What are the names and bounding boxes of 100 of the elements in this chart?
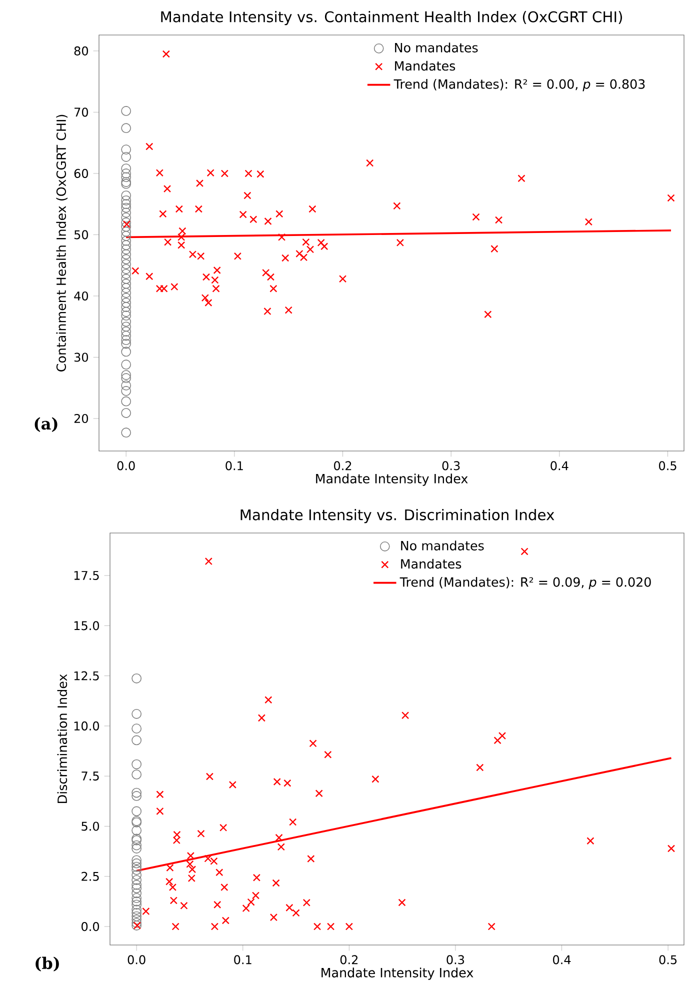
point <box>121 316 132 327</box>
point <box>121 226 132 237</box>
y-tick-label: 20 <box>74 414 88 424</box>
point <box>121 278 132 289</box>
y-tick-label: 70 <box>74 108 88 117</box>
y-tick-label: 50 <box>74 230 88 240</box>
point <box>121 322 132 332</box>
y-tick-label: 0.0 <box>82 922 100 932</box>
point <box>121 249 132 260</box>
point <box>121 164 132 174</box>
y-tick-label: 2.5 <box>82 872 99 881</box>
point <box>121 195 132 206</box>
x-tick-label: 0.5 <box>659 955 677 964</box>
point <box>121 236 132 246</box>
point <box>121 302 132 312</box>
point <box>121 254 132 264</box>
point <box>121 259 132 270</box>
point <box>132 918 142 928</box>
point <box>132 880 142 890</box>
point <box>132 844 142 854</box>
text: (b) <box>36 956 59 972</box>
y-tick-label: 80 <box>74 46 88 56</box>
point <box>121 346 132 357</box>
point <box>121 408 132 418</box>
chart-title: Mandate Intensity vs. Discrimination Index <box>240 508 554 524</box>
point <box>121 244 132 254</box>
point <box>121 380 132 390</box>
point <box>121 222 132 232</box>
y-tick-label: 15.0 <box>74 621 100 630</box>
legend-label: Trend (Mandates): R² = 0.09, p = 0.020 <box>400 577 651 590</box>
point <box>121 386 132 396</box>
point <box>121 152 132 162</box>
y-axis-title: Discrimination Index <box>57 674 68 803</box>
point <box>121 274 132 284</box>
x-tick-label: 0.0 <box>117 461 135 470</box>
point <box>121 335 132 346</box>
text: (a) <box>34 417 58 432</box>
legend-label: No mandates <box>395 42 478 52</box>
point <box>132 788 142 798</box>
point <box>132 806 142 816</box>
y-tick-label: 17.5 <box>74 571 99 580</box>
x-tick-label: 0.3 <box>446 955 464 964</box>
point <box>121 212 132 222</box>
y-tick-label: 7.5 <box>82 772 99 781</box>
point <box>121 202 132 213</box>
point <box>121 218 132 228</box>
x-axis-title: Mandate Intensity Index <box>322 968 474 980</box>
point <box>121 172 132 182</box>
point <box>121 231 132 241</box>
x-tick-label: 0.2 <box>340 955 358 964</box>
point <box>132 770 142 780</box>
legend-label: Mandates <box>401 558 462 569</box>
point <box>132 858 142 868</box>
point <box>121 373 132 384</box>
point <box>132 791 142 801</box>
y-axis-title: Containment Health Index (OxCGRT CHI) <box>56 114 68 372</box>
point <box>132 893 142 903</box>
point <box>121 199 132 210</box>
x-tick-label: 0.0 <box>128 955 146 964</box>
y-tick-label: 5.0 <box>82 822 100 831</box>
point <box>121 396 132 406</box>
point <box>121 326 132 336</box>
legend-label: Trend (Mandates): R² = 0.00, p = 0.803 <box>394 79 645 92</box>
point <box>132 724 142 734</box>
point <box>121 208 132 218</box>
legend-label: Mandates <box>395 60 456 71</box>
point <box>132 888 142 898</box>
point <box>121 283 132 293</box>
point <box>132 883 142 894</box>
point <box>132 840 142 850</box>
point <box>121 168 132 178</box>
point <box>132 875 142 885</box>
x-tick-label: 0.2 <box>334 461 352 470</box>
point <box>132 908 142 918</box>
point <box>121 264 132 274</box>
point <box>132 904 142 915</box>
x-tick-label: 0.1 <box>226 461 243 470</box>
y-tick-label: 60 <box>74 168 88 178</box>
point <box>121 240 132 250</box>
point <box>121 268 132 279</box>
point <box>132 826 142 836</box>
x-tick-label: 0.1 <box>234 955 252 964</box>
point <box>121 288 132 298</box>
point <box>121 428 132 438</box>
point <box>132 855 142 866</box>
point <box>132 865 142 875</box>
point <box>132 708 142 719</box>
point <box>121 370 132 380</box>
point <box>132 900 142 910</box>
point <box>121 190 132 200</box>
point <box>121 144 132 154</box>
point <box>121 338 132 349</box>
y-tick-label: 40 <box>74 291 88 301</box>
x-tick-label: 0.3 <box>442 461 460 470</box>
point <box>132 673 142 684</box>
x-tick-label: 0.5 <box>659 461 676 470</box>
point <box>132 862 142 872</box>
x-tick-label: 0.4 <box>550 461 568 470</box>
point <box>132 914 142 924</box>
point <box>121 330 132 341</box>
